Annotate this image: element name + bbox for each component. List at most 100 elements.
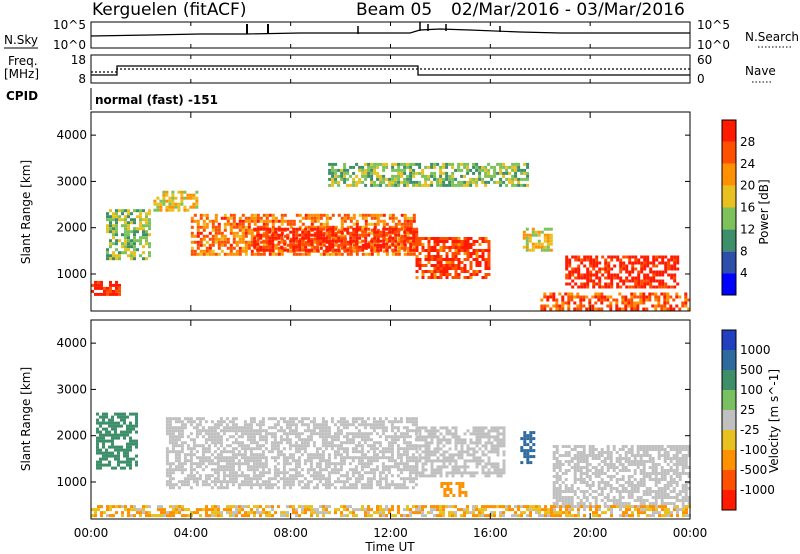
heatmap-cell	[631, 285, 635, 289]
heatmap-cell	[478, 270, 482, 273]
heatmap-cell	[207, 459, 211, 463]
heatmap-cell	[243, 456, 247, 460]
heatmap-cell	[384, 474, 388, 478]
heatmap-cell	[543, 292, 547, 296]
heatmap-cell	[661, 273, 665, 277]
heatmap-cell	[273, 426, 277, 430]
heatmap-cell	[333, 453, 337, 457]
heatmap-cell	[573, 493, 577, 496]
heatmap-cell	[469, 276, 473, 279]
heatmap-cell	[609, 460, 613, 463]
heatmap-cell	[304, 242, 308, 246]
heatmap-cell	[258, 447, 262, 451]
heatmap-cell	[402, 453, 406, 457]
heatmap-cell	[279, 441, 283, 445]
heatmap-cell	[613, 273, 617, 277]
heatmap-cell	[409, 252, 413, 256]
heatmap-cell	[387, 465, 391, 469]
heatmap-cell	[672, 457, 676, 460]
heatmap-cell	[558, 307, 562, 311]
heatmap-cell	[454, 435, 458, 439]
heatmap-cell	[142, 209, 145, 213]
heatmap-cell	[370, 239, 374, 243]
heatmap-cell	[487, 435, 491, 439]
heatmap-cell	[222, 456, 226, 460]
heatmap-cell	[378, 444, 382, 448]
heatmap-cell	[244, 246, 248, 250]
heatmap-cell	[264, 459, 268, 463]
heatmap-cell	[112, 224, 115, 228]
heatmap-cell	[430, 426, 434, 430]
heatmap-cell	[385, 165, 389, 169]
heatmap-cell	[451, 459, 455, 463]
heatmap-cell	[382, 230, 386, 234]
heatmap-cell	[340, 246, 344, 250]
heatmap-cell	[183, 459, 187, 463]
heatmap-cell	[627, 478, 631, 481]
heatmap-cell	[397, 219, 401, 223]
heatmap-cell	[165, 190, 169, 194]
heatmap-cell	[552, 481, 556, 484]
heatmap-cell	[475, 255, 479, 258]
heatmap-cell	[643, 276, 647, 280]
heatmap-cell	[640, 285, 644, 289]
heatmap-cell	[241, 240, 245, 244]
heatmap-cell	[436, 450, 440, 454]
heatmap-cell	[642, 484, 646, 487]
heatmap-cell	[592, 267, 596, 271]
heatmap-cell	[687, 448, 691, 451]
heatmap-cell	[192, 420, 196, 424]
heatmap-cell	[271, 252, 275, 256]
heatmap-cell	[336, 435, 340, 439]
heatmap-cell	[304, 245, 308, 249]
heatmap-cell	[399, 447, 403, 451]
heatmap-cell	[589, 276, 593, 280]
heatmap-cell	[312, 432, 316, 436]
heatmap-cell	[369, 456, 373, 460]
heatmap-cell	[334, 171, 338, 175]
heatmap-cell	[216, 474, 220, 478]
heatmap-cell	[430, 459, 434, 463]
heatmap-cell	[246, 459, 250, 463]
heatmap-cell	[496, 468, 500, 472]
heatmap-cell	[237, 429, 241, 433]
heatmap-cell	[440, 485, 444, 488]
heatmap-cell	[322, 249, 326, 253]
heatmap-cell	[436, 459, 440, 463]
heatmap-cell	[427, 432, 431, 436]
heatmap-cell	[378, 477, 382, 481]
heatmap-cell	[213, 483, 217, 487]
heatmap-cell	[283, 227, 287, 231]
heatmap-cell	[478, 438, 482, 442]
heatmap-cell	[109, 292, 112, 296]
heatmap-cell	[295, 233, 299, 237]
heatmap-cell	[145, 218, 148, 222]
heatmap-cell	[384, 465, 388, 469]
heatmap-cell	[378, 450, 382, 454]
heatmap-cell	[391, 248, 395, 252]
heatmap-cell	[660, 475, 664, 478]
heatmap-cell	[642, 490, 646, 493]
heatmap-cell	[663, 490, 667, 493]
heatmap-cell	[555, 478, 559, 481]
heatmap-cell	[252, 447, 256, 451]
heatmap-cell	[246, 477, 250, 481]
heatmap-cell	[318, 426, 322, 430]
heatmap-cell	[600, 469, 604, 472]
heatmap-cell	[180, 435, 184, 439]
heatmap-cell	[654, 292, 658, 296]
heatmap-cell	[129, 412, 132, 416]
heatmap-cell	[408, 420, 412, 424]
heatmap-cell	[651, 496, 655, 499]
heatmap-cell	[484, 258, 488, 261]
colorbar-tick-label: 28	[740, 135, 755, 149]
heatmap-cell	[345, 426, 349, 430]
heatmap-cell	[177, 432, 181, 436]
heatmap-cell	[411, 420, 415, 424]
heatmap-cell	[433, 258, 437, 261]
heatmap-cell	[603, 505, 607, 508]
heatmap-cell	[253, 252, 257, 256]
heatmap-cell	[415, 444, 419, 448]
heatmap-cell	[628, 270, 632, 274]
heatmap-cell	[390, 483, 394, 487]
